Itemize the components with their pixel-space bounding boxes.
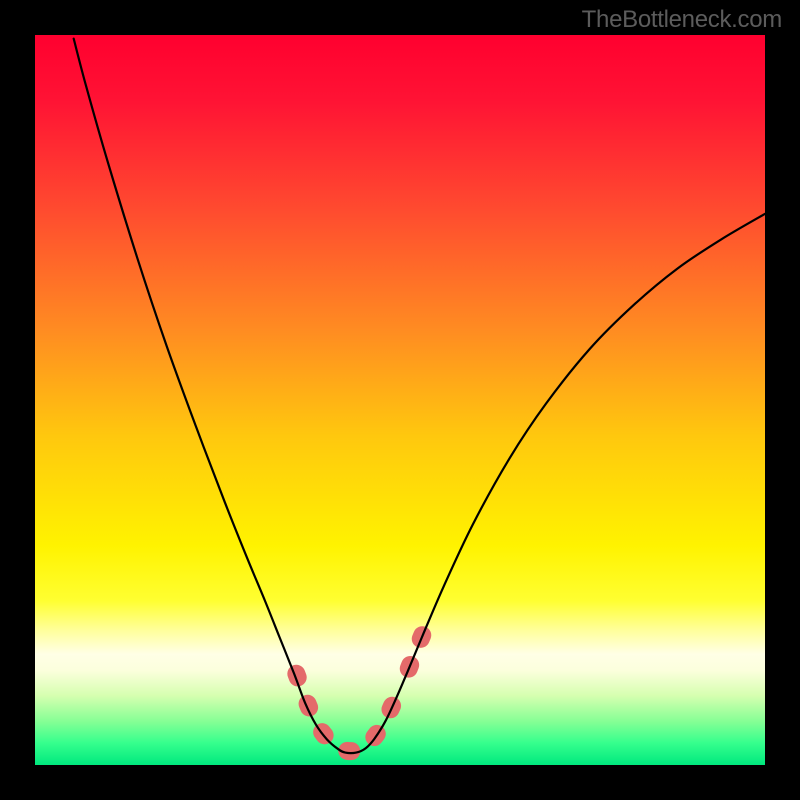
- plot-background: [35, 35, 765, 765]
- watermark-text: TheBottleneck.com: [582, 6, 782, 34]
- chart-root: TheBottleneck.com: [0, 0, 800, 800]
- bottleneck-curve-chart: [0, 0, 800, 800]
